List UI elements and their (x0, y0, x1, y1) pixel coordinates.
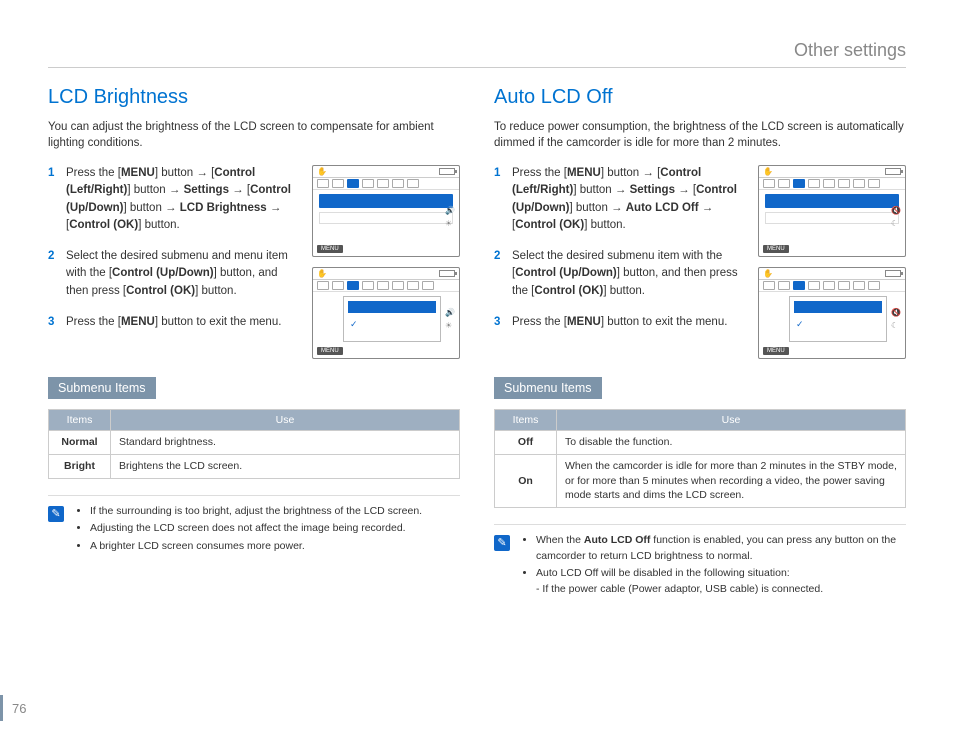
auto-lcd-off-steps: 1Press the [MENU] button → [Control (Lef… (494, 165, 748, 359)
step-number: 2 (494, 248, 504, 300)
note-item: When the Auto LCD Off function is enable… (536, 533, 906, 565)
lcd-brightness-title: LCD Brightness (48, 86, 460, 109)
screen-illustration: ✋ 🔊☀ MENU (312, 165, 460, 257)
table-cell: Off (495, 431, 557, 455)
lcd-brightness-steps: 1Press the [MENU] button → [Control (Lef… (48, 165, 302, 359)
table-cell: Bright (49, 454, 111, 478)
step-text: Select the desired submenu item with the… (512, 248, 748, 300)
table-cell: Normal (49, 431, 111, 455)
lcd-brightness-intro: You can adjust the brightness of the LCD… (48, 119, 460, 151)
step-number: 1 (494, 165, 504, 234)
note-icon: ✎ (494, 535, 510, 551)
submenu-items-label: Submenu Items (494, 377, 602, 399)
note-box: ✎ If the surrounding is too bright, adju… (48, 495, 460, 557)
note-item: Auto LCD Off will be disabled in the fol… (536, 566, 906, 598)
step-text: Press the [MENU] button to exit the menu… (66, 314, 302, 331)
table-row: Bright Brightens the LCD screen. (49, 454, 460, 478)
screen-illustration: ✋ ✓ 🔇☾ MENU (758, 267, 906, 359)
table-row: Normal Standard brightness. (49, 431, 460, 455)
table-cell: On (495, 454, 557, 507)
table-cell: To disable the function. (557, 431, 906, 455)
step-text: Press the [MENU] button → [Control (Left… (512, 165, 748, 234)
table-header: Use (557, 410, 906, 431)
right-column: Auto LCD Off To reduce power consumption… (494, 86, 906, 600)
step-number: 3 (48, 314, 58, 331)
note-box: ✎ When the Auto LCD Off function is enab… (494, 524, 906, 600)
step-number: 1 (48, 165, 58, 234)
lcd-brightness-table: Items Use Normal Standard brightness. Br… (48, 409, 460, 478)
step-text: Select the desired submenu and menu item… (66, 248, 302, 300)
table-row: Off To disable the function. (495, 431, 906, 455)
table-cell: Brightens the LCD screen. (111, 454, 460, 478)
left-column: LCD Brightness You can adjust the bright… (48, 86, 460, 600)
screen-illustration: ✋ 🔇☾ MENU (758, 165, 906, 257)
auto-lcd-off-table: Items Use Off To disable the function. O… (494, 409, 906, 508)
table-cell: Standard brightness. (111, 431, 460, 455)
table-header: Use (111, 410, 460, 431)
step-number: 3 (494, 314, 504, 331)
note-icon: ✎ (48, 506, 64, 522)
screen-illustration: ✋ ✓ 🔊☀ MENU (312, 267, 460, 359)
auto-lcd-off-title: Auto LCD Off (494, 86, 906, 109)
note-item: Adjusting the LCD screen does not affect… (90, 521, 422, 537)
table-header: Items (495, 410, 557, 431)
note-item: A brighter LCD screen consumes more powe… (90, 539, 422, 555)
submenu-items-label: Submenu Items (48, 377, 156, 399)
step-text: Press the [MENU] button → [Control (Left… (66, 165, 302, 234)
step-number: 2 (48, 248, 58, 300)
page-number: 76 (12, 701, 34, 716)
step-text: Press the [MENU] button to exit the menu… (512, 314, 748, 331)
auto-lcd-off-intro: To reduce power consumption, the brightn… (494, 119, 906, 151)
table-cell: When the camcorder is idle for more than… (557, 454, 906, 507)
table-header: Items (49, 410, 111, 431)
table-row: On When the camcorder is idle for more t… (495, 454, 906, 507)
note-item: If the surrounding is too bright, adjust… (90, 504, 422, 520)
page-header: Other settings (48, 40, 906, 68)
